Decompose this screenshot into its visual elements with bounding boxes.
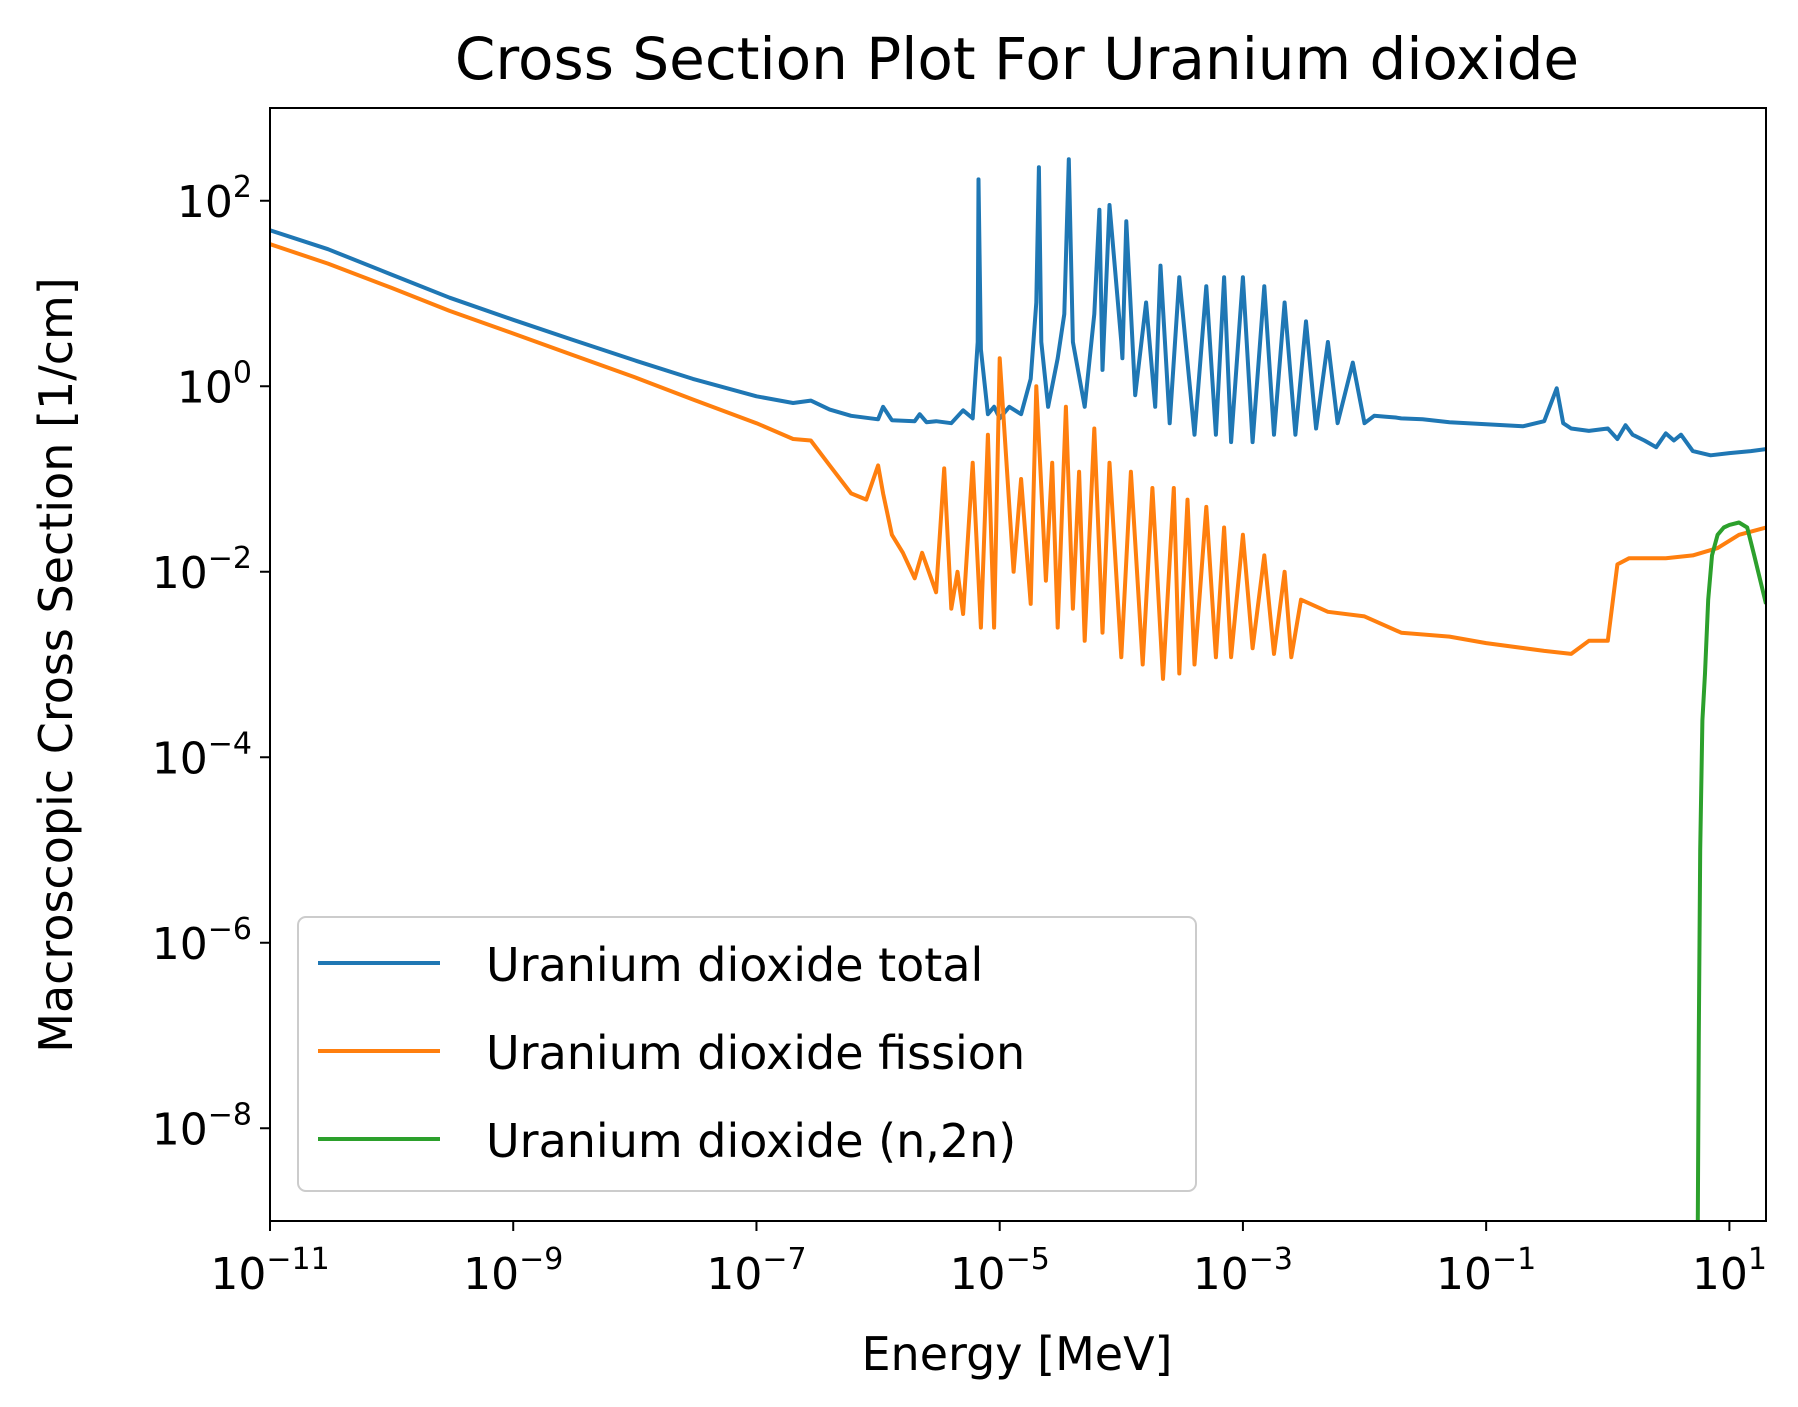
x-tick-label: 10−5 xyxy=(950,1242,1050,1300)
y-tick-label: 10−2 xyxy=(152,541,252,599)
y-axis-label: Macroscopic Cross Section [1/cm] xyxy=(29,277,83,1053)
x-tick-label: 10−3 xyxy=(1193,1242,1293,1300)
y-axis: 10−8 10−6 10−4 10−2 100 102 xyxy=(152,170,270,1155)
y-tick-label: 100 xyxy=(177,355,252,413)
legend-label-n2n: Uranium dioxide (n,2n) xyxy=(486,1114,1016,1168)
x-tick-label: 101 xyxy=(1692,1242,1767,1300)
y-tick-label: 10−4 xyxy=(152,726,252,784)
plot-frame xyxy=(269,107,1767,1222)
series-line-2 xyxy=(1695,520,1766,1221)
legend-box xyxy=(297,916,1197,1192)
x-tick-label: 10−7 xyxy=(706,1242,806,1300)
series-line-0 xyxy=(270,157,1766,458)
plot-area xyxy=(269,107,1767,1222)
series-layer xyxy=(270,157,1766,1221)
y-tick-label: 10−6 xyxy=(152,912,252,970)
x-tick-label: 10−11 xyxy=(210,1242,329,1300)
x-tick-label: 10−1 xyxy=(1436,1242,1536,1300)
y-tick-label: 10−8 xyxy=(152,1097,252,1155)
x-axis-label: Energy [MeV] xyxy=(861,1327,1172,1381)
legend-label-fission: Uranium dioxide fission xyxy=(486,1026,1025,1080)
series-line-1 xyxy=(270,242,1766,681)
legend-label-total: Uranium dioxide total xyxy=(486,938,983,992)
legend: Uranium dioxide total Uranium dioxide fi… xyxy=(297,916,1197,1192)
chart-title: Cross Section Plot For Uranium dioxide xyxy=(455,25,1579,93)
y-tick-label: 102 xyxy=(177,170,252,228)
x-axis: 10−11 10−9 10−7 10−5 10−3 10−1 101 xyxy=(210,1221,1767,1300)
x-tick-label: 10−9 xyxy=(463,1242,563,1300)
